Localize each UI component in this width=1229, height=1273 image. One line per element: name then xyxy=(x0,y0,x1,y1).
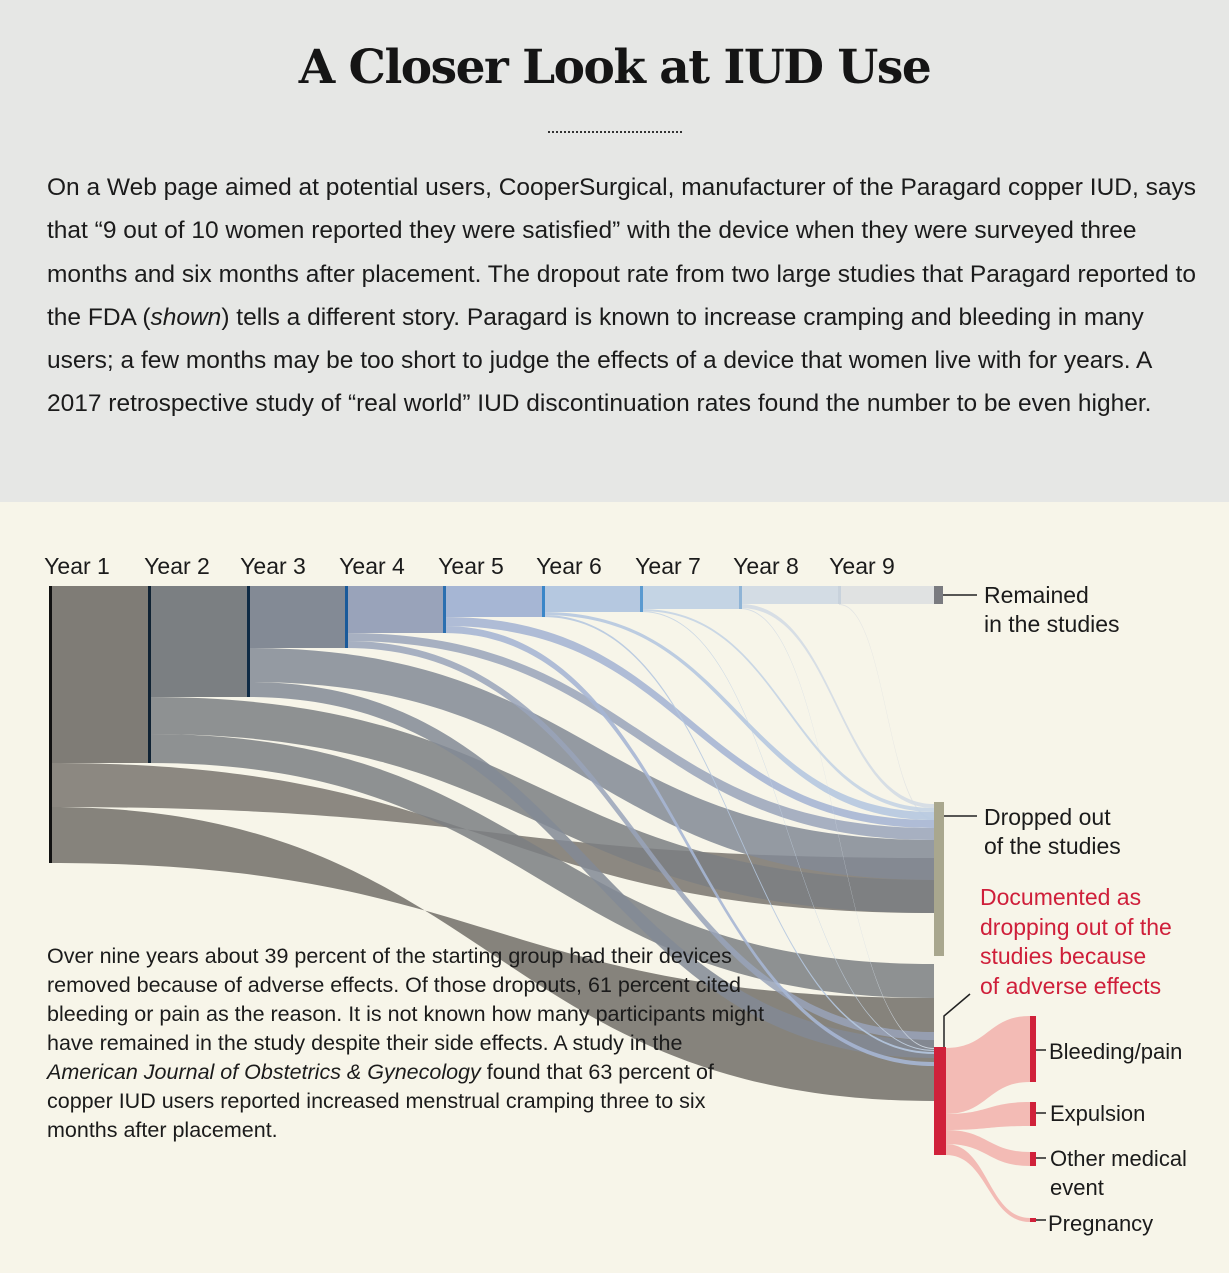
diagram-panel: Year 1 Year 2 Year 3 Year 4 Year 5 Year … xyxy=(0,502,1229,1273)
pregnancy-label: Pregnancy xyxy=(1048,1211,1153,1236)
remained-node xyxy=(934,586,943,604)
sankey-nodes xyxy=(49,586,1036,1222)
adverse-label-line-3: studies because xyxy=(980,943,1146,969)
flow-year8-adverse xyxy=(740,608,934,1049)
year-1-label: Year 1 xyxy=(44,553,110,579)
note-text-1: Over nine years about 39 percent of the … xyxy=(47,944,765,1055)
expulsion-label: Expulsion xyxy=(1050,1101,1145,1126)
adverse-label-line-1: Documented as xyxy=(980,884,1141,910)
year-1-node xyxy=(49,586,52,863)
sankey-diagram: Year 1 Year 2 Year 3 Year 4 Year 5 Year … xyxy=(44,553,1187,1236)
flow-year3-dropped xyxy=(248,648,934,880)
remaining-band-year-7 xyxy=(641,586,740,609)
adverse-node xyxy=(934,1047,946,1155)
intro-emphasis: shown xyxy=(150,303,222,331)
title-divider xyxy=(548,131,682,133)
flow-year7-dropped xyxy=(641,609,934,812)
flow-expulsion xyxy=(946,1102,1030,1130)
flow-year4-adverse xyxy=(346,641,934,1040)
adverse-leader xyxy=(943,993,971,1047)
adverse-label-line-4: of adverse effects xyxy=(980,973,1161,999)
other-medical-label-line-2: event xyxy=(1050,1175,1104,1200)
label-connectors xyxy=(943,594,1046,1221)
remained-label-line-2: in the studies xyxy=(984,611,1120,637)
remaining-band-year-1 xyxy=(50,586,149,763)
year-5-node xyxy=(443,586,446,633)
year-8-node xyxy=(739,586,742,609)
year-6-node xyxy=(542,586,545,617)
flow-year3-adverse xyxy=(248,682,934,1058)
year-9-node xyxy=(838,586,841,604)
intro-paragraph: On a Web page aimed at potential users, … xyxy=(47,166,1197,426)
flow-bleeding-pain xyxy=(946,1016,1030,1114)
flow-other-medical xyxy=(946,1130,1030,1166)
page-title: A Closer Look at IUD Use xyxy=(298,40,932,95)
year-4-label: Year 4 xyxy=(339,553,405,579)
header-panel: A Closer Look at IUD Use On a Web page a… xyxy=(0,0,1229,502)
flow-year2-adverse xyxy=(149,734,934,998)
adverse-label-line-2: dropping out of the xyxy=(980,914,1172,940)
dropped-label-line-2: of the studies xyxy=(984,833,1121,859)
expulsion-node xyxy=(1030,1102,1036,1126)
flow-year4-dropped xyxy=(346,633,934,840)
year-2-label: Year 2 xyxy=(144,553,210,579)
year-2-node xyxy=(148,586,151,763)
intro-text-2: ) tells a different story. Paragard is k… xyxy=(47,303,1152,418)
note-journal-title: American Journal of Obstetrics & Gynecol… xyxy=(47,1060,481,1084)
dropped-node xyxy=(934,802,944,956)
remaining-band-year-3 xyxy=(248,586,346,648)
remained-label-line-1: Remained xyxy=(984,582,1089,608)
flow-year5-adverse xyxy=(444,626,934,1066)
sankey-flows xyxy=(50,586,1030,1222)
flow-year6-dropped xyxy=(543,612,934,820)
intro-text-1: On a Web page aimed at potential users, … xyxy=(47,174,1196,331)
flow-year6-adverse xyxy=(543,615,934,1054)
remaining-band-year-8 xyxy=(740,586,839,604)
remaining-band-year-6 xyxy=(543,586,641,612)
remaining-band-year-5 xyxy=(444,586,543,617)
year-7-label: Year 7 xyxy=(635,553,701,579)
annotation-note: Over nine years about 39 percent of the … xyxy=(47,942,767,1145)
flow-year9-dropped xyxy=(839,604,934,820)
year-6-label: Year 6 xyxy=(536,553,602,579)
year-8-label: Year 8 xyxy=(733,553,799,579)
flow-year2-dropped xyxy=(149,697,934,913)
flow-year8-dropped xyxy=(740,604,934,808)
other-medical-node xyxy=(1030,1152,1036,1166)
remaining-band-year-4 xyxy=(346,586,444,633)
dropped-label-line-1: Dropped out xyxy=(984,804,1111,830)
pregnancy-node xyxy=(1030,1218,1036,1222)
bleeding-pain-node xyxy=(1030,1016,1036,1082)
year-9-label: Year 9 xyxy=(829,553,895,579)
flow-year5-dropped xyxy=(444,617,934,828)
flow-year1-adverse xyxy=(50,807,934,1101)
bleeding-pain-label: Bleeding/pain xyxy=(1049,1039,1182,1064)
note-text-2: found that 63 percent of copper IUD user… xyxy=(47,1060,714,1142)
year-7-node xyxy=(640,586,643,612)
year-5-label: Year 5 xyxy=(438,553,504,579)
flow-pregnancy xyxy=(946,1144,1030,1222)
other-medical-label-line-1: Other medical xyxy=(1050,1146,1187,1171)
year-4-node xyxy=(345,586,348,648)
year-3-node xyxy=(247,586,250,697)
flow-year7-adverse xyxy=(641,611,934,1051)
remaining-band-year-2 xyxy=(149,586,248,697)
year-3-label: Year 3 xyxy=(240,553,306,579)
remaining-band-year-9 xyxy=(839,586,934,604)
